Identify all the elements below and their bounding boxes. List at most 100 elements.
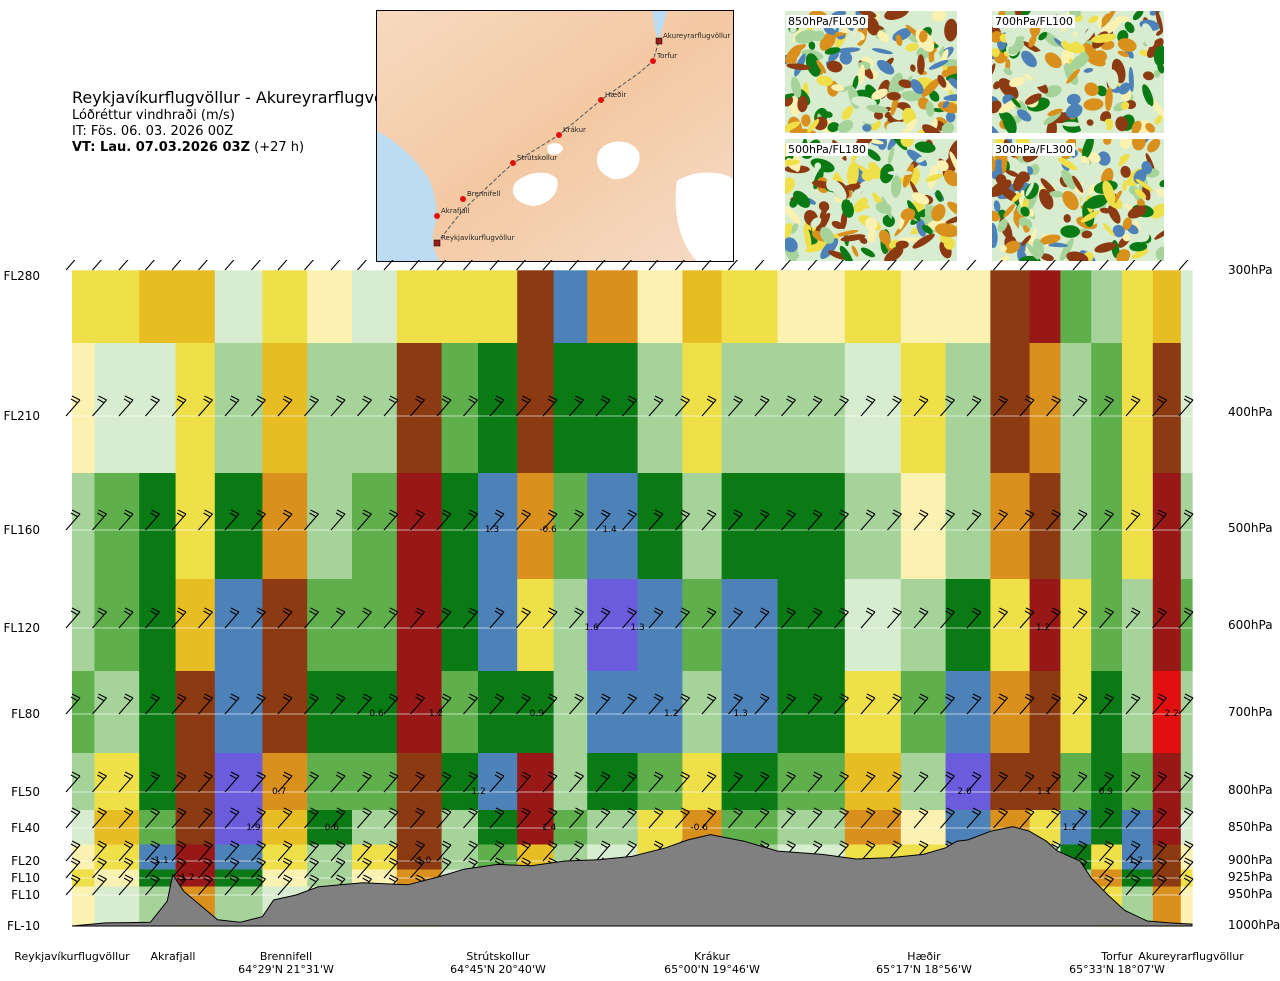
barb-stroke: [887, 509, 902, 531]
barb-stroke: [595, 607, 611, 629]
barb-stroke: [118, 771, 134, 793]
wind-barb: [675, 395, 690, 417]
wind-barb: [1125, 395, 1141, 417]
thumb-blob: [912, 233, 935, 249]
barb-stroke: [277, 807, 293, 829]
barb-stroke: [304, 840, 319, 862]
wind-cell: [721, 343, 779, 474]
thumb-blob: [785, 205, 802, 225]
wind-barb: [171, 693, 187, 715]
value-annotation: 1.3: [485, 525, 499, 535]
barb-stroke: [887, 771, 902, 793]
waypoint-label: Akureyrarflugvöllur: [663, 32, 730, 40]
wind-barb: [648, 249, 664, 271]
barb-stroke: [277, 249, 293, 271]
wind-barb: [145, 693, 160, 715]
barb-stroke: [383, 607, 399, 629]
barb-stroke: [860, 771, 876, 793]
thumb-blob: [816, 59, 827, 74]
barb-stroke: [410, 509, 425, 531]
barb-stroke: [993, 607, 1008, 629]
wind-cell: [72, 579, 95, 672]
wind-cell: [262, 844, 308, 871]
route-map: Reykjavíkurflugvöllur Akrafjall Brennifell…: [376, 10, 734, 262]
thumb-blob: [1046, 119, 1057, 133]
barb-stroke: [807, 607, 823, 629]
wind-barb: [383, 395, 399, 417]
barb-stroke: [1099, 857, 1114, 879]
thumb-blob: [835, 47, 861, 54]
barb-stroke: [224, 874, 240, 896]
barb-stroke: [781, 509, 796, 531]
wind-cell: [637, 473, 683, 580]
wind-barb: [542, 395, 558, 417]
wind-barb: [489, 693, 505, 715]
barb-stroke: [940, 249, 955, 271]
barb-stroke: [171, 857, 187, 879]
barb-stroke: [595, 249, 611, 271]
wind-cell: [1152, 753, 1182, 811]
barb-stroke: [860, 693, 876, 715]
barb-stroke: [357, 693, 372, 715]
wind-barb: [966, 509, 982, 531]
thumbnail-500hpa[interactable]: 500hPa/FL180: [785, 139, 957, 261]
thumbnail-850hpa[interactable]: 850hPa/FL050: [785, 11, 957, 133]
wind-barb: [1099, 840, 1114, 862]
thumb-blob: [1083, 42, 1100, 63]
station-label: Hæðir 65°17'N 18°56'W: [876, 950, 972, 976]
wind-barb: [1099, 857, 1114, 879]
wind-cell: [72, 473, 95, 580]
wind-barb: [940, 249, 955, 271]
wind-cell: [517, 753, 555, 811]
wind-barb: [383, 807, 399, 829]
thumb-blob: [998, 255, 1009, 261]
thumbnail-700hpa[interactable]: 700hPa/FL100: [992, 11, 1164, 133]
wind-barb: [754, 249, 770, 271]
wind-barb: [65, 857, 81, 879]
station-name: Akureyrarflugvöllur: [1138, 950, 1244, 963]
wind-barb: [675, 771, 690, 793]
thumb-blob: [819, 91, 834, 102]
wind-barb: [1072, 509, 1088, 531]
terrain-fill: [71, 826, 1193, 927]
thumb-blob: [1083, 67, 1094, 73]
wind-barb: [489, 771, 505, 793]
wind-barb: [92, 874, 107, 896]
thumb-blob: [852, 75, 859, 91]
wind-cell: [72, 343, 95, 474]
barb-stroke: [198, 807, 213, 829]
wind-barb: [569, 249, 584, 271]
barb-stroke: [436, 771, 452, 793]
wind-barb: [383, 249, 399, 271]
value-annotation: 1.4: [602, 525, 617, 535]
wind-barb: [463, 395, 478, 417]
pressure-label: 1000hPa: [1228, 918, 1280, 932]
wind-barb: [410, 840, 425, 862]
wind-barb: [224, 509, 240, 531]
station-coord: 65°00'N 19°46'W: [664, 963, 760, 976]
wind-cell: [175, 671, 216, 754]
value-annotation: 1.1: [1037, 787, 1051, 797]
flight-level-label: FL50: [11, 785, 40, 799]
thumb-blob: [1097, 151, 1111, 166]
barb-stroke: [330, 857, 346, 879]
wind-barb: [65, 395, 81, 417]
init-time: IT: Fös. 06. 03. 2026 00Z: [72, 124, 234, 139]
thumb-blob: [808, 41, 816, 50]
barb-stroke: [1019, 693, 1035, 715]
barb-stroke: [966, 607, 982, 629]
thumb-blob: [914, 141, 936, 153]
wind-cell: [1029, 473, 1061, 580]
wind-barb: [675, 807, 690, 829]
barb-stroke: [304, 509, 319, 531]
wind-cell: [1122, 343, 1154, 474]
barb-stroke: [1072, 395, 1088, 417]
thumbnail-300hpa[interactable]: 300hPa/FL300: [992, 139, 1164, 261]
thumb-blob: [812, 30, 825, 42]
barb-stroke: [860, 509, 876, 531]
barb-stroke: [966, 807, 982, 829]
wind-barb: [171, 395, 187, 417]
wind-cell: [1122, 844, 1154, 871]
wind-barb: [357, 771, 372, 793]
wind-barb: [569, 840, 584, 862]
